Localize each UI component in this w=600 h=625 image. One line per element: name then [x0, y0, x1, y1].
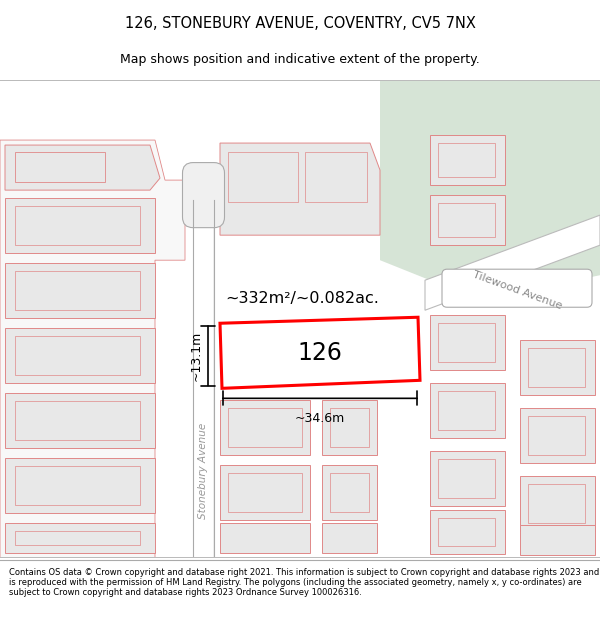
Bar	[528, 348, 585, 388]
Bar	[5, 328, 155, 383]
Bar	[528, 416, 585, 456]
Bar	[220, 524, 310, 554]
Bar	[322, 524, 377, 554]
Bar	[220, 401, 310, 456]
Bar	[438, 323, 495, 362]
Bar	[430, 315, 505, 370]
Text: 126: 126	[298, 341, 343, 365]
Bar	[438, 519, 495, 546]
Bar	[438, 203, 495, 237]
Bar	[5, 393, 155, 448]
Text: ~13.1m: ~13.1m	[190, 331, 203, 381]
Bar	[520, 476, 595, 531]
Bar	[430, 383, 505, 438]
Bar	[15, 401, 140, 441]
Polygon shape	[220, 318, 420, 388]
Bar	[430, 195, 505, 245]
Bar	[310, 338, 365, 373]
FancyBboxPatch shape	[442, 269, 592, 308]
Bar	[15, 152, 105, 182]
Bar	[438, 143, 495, 177]
Text: Map shows position and indicative extent of the property.: Map shows position and indicative extent…	[120, 54, 480, 66]
Bar	[15, 336, 140, 375]
Bar	[520, 526, 595, 556]
Polygon shape	[425, 215, 600, 310]
FancyBboxPatch shape	[182, 162, 224, 228]
Bar	[193, 200, 214, 558]
Bar	[228, 152, 298, 202]
Bar	[15, 271, 140, 310]
Bar	[220, 466, 310, 521]
Bar	[430, 451, 505, 506]
Polygon shape	[0, 140, 185, 558]
Bar	[520, 408, 595, 463]
Polygon shape	[380, 80, 600, 300]
Bar	[438, 391, 495, 431]
Bar	[15, 206, 140, 245]
Bar	[228, 473, 302, 512]
Polygon shape	[5, 145, 160, 190]
Bar	[438, 459, 495, 499]
Bar	[5, 524, 155, 554]
Bar	[430, 135, 505, 185]
Text: ~332m²/~0.082ac.: ~332m²/~0.082ac.	[225, 291, 379, 306]
Bar	[330, 408, 369, 447]
Bar	[228, 408, 302, 447]
Polygon shape	[220, 143, 380, 235]
Text: 126, STONEBURY AVENUE, COVENTRY, CV5 7NX: 126, STONEBURY AVENUE, COVENTRY, CV5 7NX	[125, 16, 475, 31]
Bar	[15, 466, 140, 506]
Bar	[520, 340, 595, 396]
Bar	[228, 332, 298, 372]
Bar	[322, 466, 377, 521]
Bar	[5, 263, 155, 318]
Bar	[528, 484, 585, 524]
Bar	[330, 473, 369, 512]
Bar	[15, 531, 140, 546]
Bar	[5, 458, 155, 514]
Bar	[322, 401, 377, 456]
Text: ~34.6m: ~34.6m	[295, 412, 345, 426]
Bar	[5, 198, 155, 253]
Text: Contains OS data © Crown copyright and database right 2021. This information is : Contains OS data © Crown copyright and d…	[9, 568, 599, 598]
Text: Stonebury Avenue: Stonebury Avenue	[199, 422, 209, 519]
Bar	[430, 511, 505, 554]
Bar	[194, 200, 213, 558]
Text: Tilewood Avenue: Tilewood Avenue	[471, 269, 563, 311]
Bar	[305, 152, 367, 202]
